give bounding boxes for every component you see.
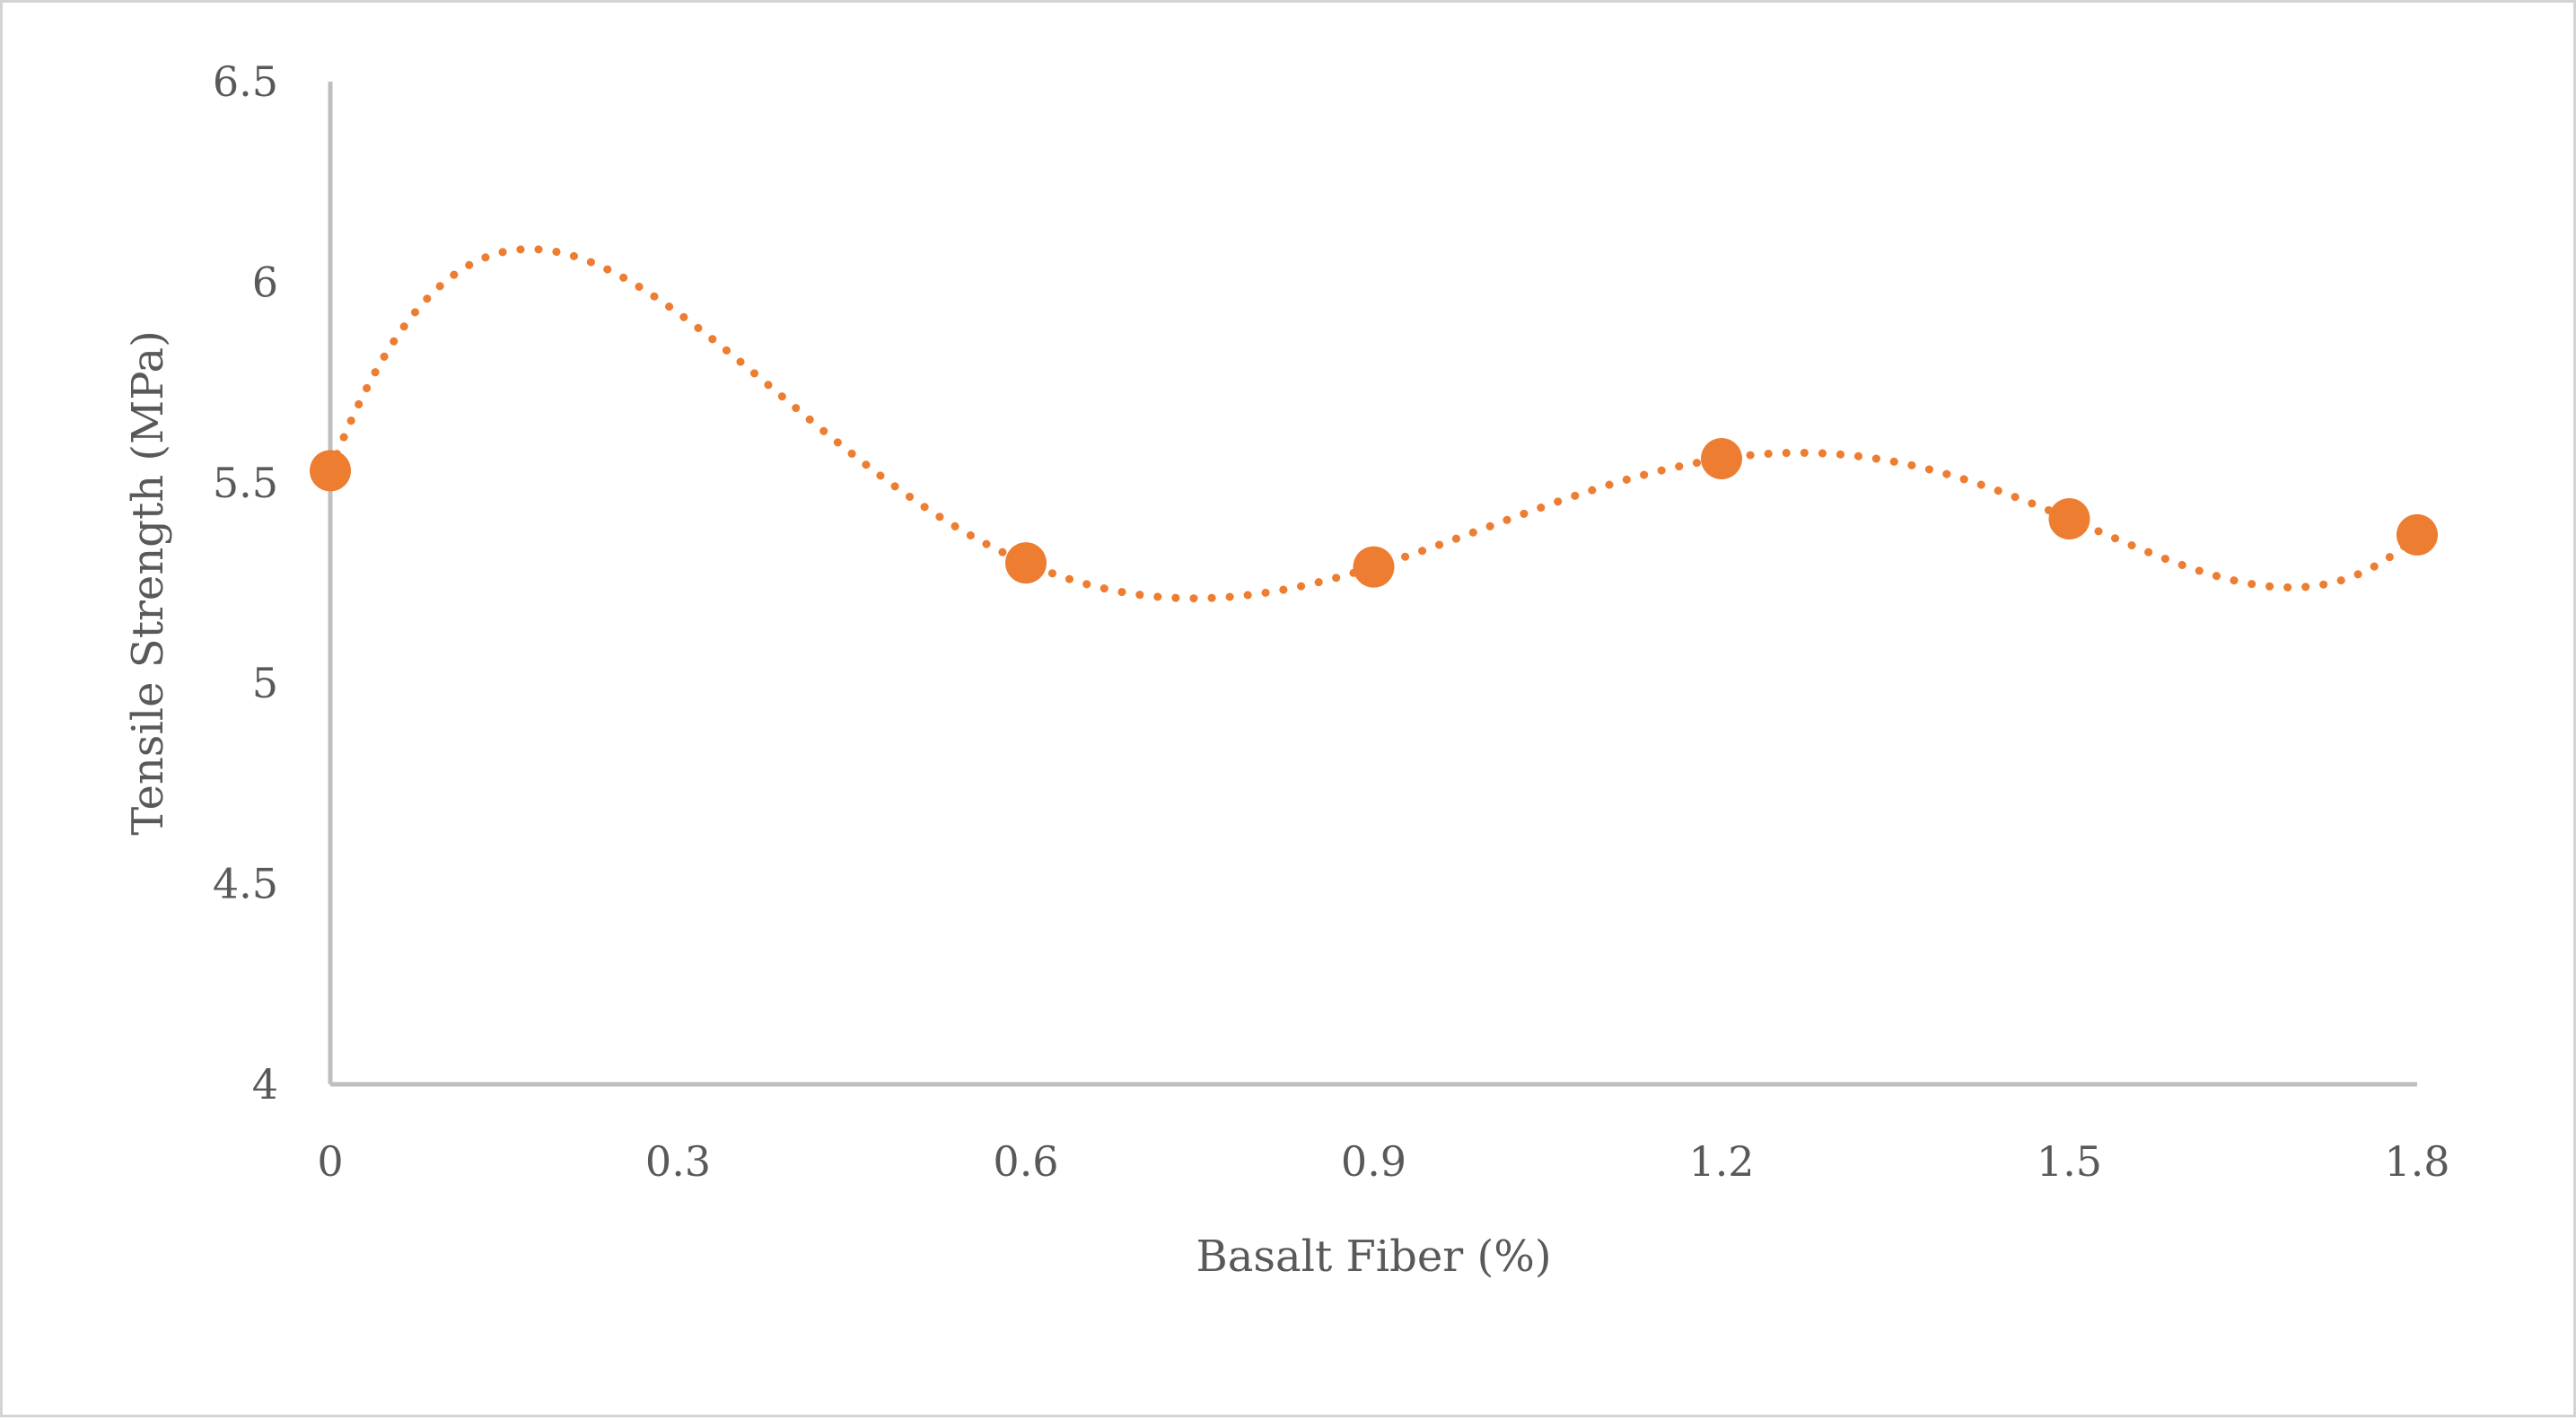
x-tick-label: 1.5 bbox=[2037, 1137, 2102, 1186]
y-tick-labels: 4 4.5 5 5.5 6 6.5 bbox=[213, 57, 278, 1109]
y-tick-label: 5 bbox=[252, 659, 278, 707]
x-tick-label: 0.9 bbox=[1341, 1137, 1406, 1186]
tensile-strength-chart: 4 4.5 5 5.5 6 6.5 0 0.3 0.6 0.9 1.2 1.5 1.8 Basalt … bbox=[123, 57, 2450, 1282]
data-point bbox=[2396, 513, 2438, 556]
trend-layer bbox=[326, 245, 2422, 603]
x-tick-label: 0.3 bbox=[645, 1137, 711, 1186]
x-tick-labels: 0 0.3 0.6 0.9 1.2 1.5 1.8 bbox=[317, 1137, 2449, 1186]
y-tick-label: 4 bbox=[252, 1060, 278, 1109]
y-axis-title: Tensile Strength (MPa) bbox=[123, 330, 173, 836]
axis-layer bbox=[328, 82, 2417, 1087]
x-tick-label: 0 bbox=[317, 1137, 343, 1186]
x-tick-label: 1.8 bbox=[2384, 1137, 2449, 1186]
y-tick-label: 4.5 bbox=[213, 860, 278, 908]
data-point bbox=[2048, 498, 2090, 540]
x-axis-title: Basalt Fiber (%) bbox=[1196, 1232, 1551, 1282]
x-tick-label: 1.2 bbox=[1688, 1137, 1754, 1186]
trendline bbox=[326, 245, 2422, 603]
points-layer bbox=[310, 437, 2438, 588]
x-tick-label: 0.6 bbox=[993, 1137, 1058, 1186]
data-point bbox=[1701, 437, 1742, 479]
data-point bbox=[1353, 546, 1395, 588]
data-point bbox=[1005, 542, 1047, 584]
data-point bbox=[310, 450, 351, 492]
y-tick-label: 5.5 bbox=[213, 459, 278, 507]
y-tick-label: 6.5 bbox=[213, 57, 278, 106]
y-tick-label: 6 bbox=[252, 258, 278, 306]
